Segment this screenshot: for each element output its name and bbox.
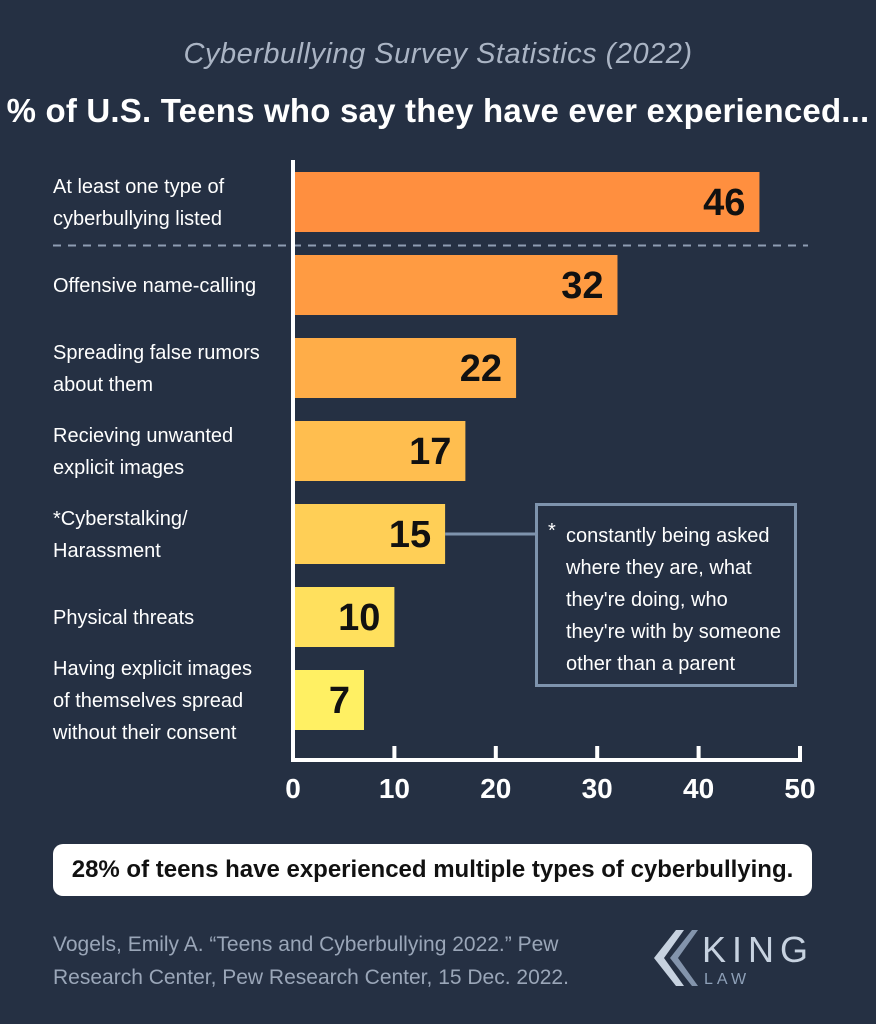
summary-callout: 28% of teens have experienced multiple t… — [53, 844, 812, 896]
category-label: At least one type of cyberbullying listed — [53, 176, 225, 230]
category-label: Spreading false rumors about them — [53, 342, 260, 396]
footnote-line: other than a parent — [566, 653, 736, 675]
logo-word: KING — [702, 929, 814, 970]
bar-value-label: 15 — [389, 514, 431, 556]
citation-line: Research Center, Pew Research Center, 15… — [53, 966, 569, 989]
bar — [293, 255, 618, 315]
bar — [293, 421, 466, 481]
x-tick-label: 50 — [784, 773, 815, 804]
chart-subtitle: Cyberbullying Survey Statistics (2022) — [183, 38, 693, 70]
bar-value-label: 7 — [329, 680, 350, 722]
category-label: Recieving unwanted explicit images — [53, 425, 233, 479]
bar-value-label: 22 — [460, 348, 502, 390]
x-tick-label: 20 — [480, 773, 511, 804]
source-citation: Vogels, Emily A. “Teens and Cyberbullyin… — [53, 928, 633, 994]
chevron-logo-icon — [654, 930, 698, 986]
x-tick-label: 30 — [582, 773, 613, 804]
citation-line: Vogels, Emily A. “Teens and Cyberbullyin… — [53, 933, 559, 956]
chart-title: % of U.S. Teens who say they have ever e… — [6, 92, 870, 129]
footnote-box — [535, 503, 797, 687]
footnote-line: where they are, what — [566, 557, 752, 579]
bar — [293, 587, 395, 647]
x-tick-label: 40 — [683, 773, 714, 804]
footnote-line: they're with by someone — [566, 621, 782, 643]
bar — [293, 504, 446, 564]
bar-value-label: 17 — [409, 431, 451, 473]
bar-value-label: 46 — [703, 182, 745, 224]
footnote-text: constantly being asked where they are, w… — [566, 520, 792, 680]
category-label: Having explicit images of themselves spre… — [52, 658, 252, 744]
footnote-star: * — [548, 520, 556, 542]
logo-sub: LAW — [704, 971, 750, 988]
category-label: Offensive name-calling — [53, 275, 256, 297]
footnote-line: constantly being asked — [566, 525, 770, 547]
category-label: Physical threats — [53, 607, 194, 629]
bar-chart: 46 At least one type of cyberbullying list… — [52, 160, 816, 804]
king-law-logo: KING LAW — [654, 929, 814, 988]
category-label: *Cyberstalking/Harassment — [53, 508, 188, 562]
bar — [293, 338, 517, 398]
bar-value-label: 32 — [561, 265, 603, 307]
summary-callout-text: 28% of teens have experienced multiple t… — [71, 856, 794, 883]
x-tick-label: 10 — [379, 773, 410, 804]
x-tick-label: 0 — [285, 773, 301, 804]
bar — [293, 172, 760, 232]
footnote-line: they're doing, who — [566, 589, 728, 611]
bar-value-label: 10 — [338, 597, 380, 639]
bar — [293, 670, 364, 730]
